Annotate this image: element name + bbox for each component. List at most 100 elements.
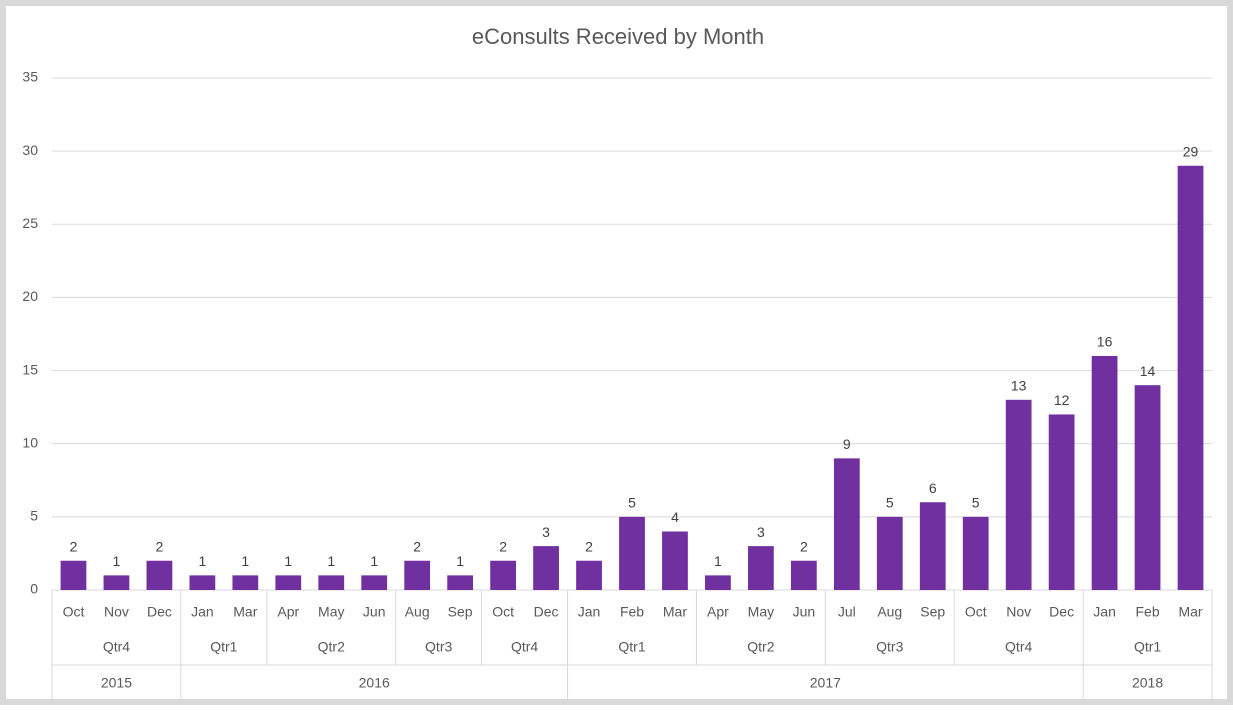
value-label: 5 (886, 495, 894, 511)
x-tick-label: Dec (1049, 604, 1074, 620)
bar (60, 560, 87, 590)
bar (103, 575, 130, 590)
y-tick-label: 10 (22, 434, 38, 450)
value-label: 2 (800, 538, 808, 554)
value-label: 6 (929, 480, 937, 496)
value-label: 9 (843, 436, 851, 452)
bar (275, 575, 302, 590)
bar (576, 560, 602, 590)
value-label: 4 (671, 509, 679, 525)
year-label: 2015 (101, 675, 132, 691)
value-label: 5 (628, 495, 636, 511)
value-label: 1 (714, 553, 722, 569)
x-tick-label: Jan (578, 604, 601, 620)
y-tick-label: 20 (22, 288, 38, 304)
x-tick-label: Jun (793, 604, 816, 620)
x-tick-label: Aug (877, 604, 902, 620)
x-tick-label: Oct (63, 604, 85, 620)
value-label: 2 (70, 538, 78, 554)
value-label: 1 (198, 553, 206, 569)
value-label: 29 (1183, 143, 1199, 159)
x-tick-label: Mar (233, 604, 257, 620)
value-label: 1 (284, 553, 292, 569)
x-tick-label: May (748, 604, 774, 620)
y-tick-label: 25 (22, 215, 38, 231)
x-tick-label: Nov (1006, 604, 1031, 620)
bar (919, 502, 946, 590)
y-tick-label: 5 (30, 508, 38, 524)
value-label: 5 (972, 495, 980, 511)
value-label: 1 (241, 553, 249, 569)
y-tick-label: 35 (22, 69, 38, 85)
x-tick-label: Oct (965, 604, 987, 620)
bar (533, 546, 559, 590)
quarter-label: Qtr3 (425, 639, 452, 655)
x-tick-label: Dec (147, 604, 172, 620)
year-label: 2016 (359, 675, 390, 691)
value-label: 1 (456, 553, 464, 569)
value-label: 2 (156, 538, 164, 554)
quarter-label: Qtr3 (876, 639, 903, 655)
year-label: 2017 (810, 675, 841, 691)
bar (1134, 385, 1161, 590)
bar (447, 575, 474, 590)
value-label: 3 (757, 524, 765, 540)
quarter-label: Qtr4 (511, 639, 538, 655)
x-tick-label: Oct (492, 604, 514, 620)
bar (1005, 399, 1032, 590)
bar (318, 575, 345, 590)
bar (1091, 355, 1118, 590)
value-label: 2 (413, 538, 421, 554)
value-label: 1 (327, 553, 335, 569)
x-tick-label: Jan (1093, 604, 1116, 620)
x-tick-label: Jul (838, 604, 856, 620)
year-label: 2018 (1132, 675, 1163, 691)
x-tick-label: Sep (448, 604, 473, 620)
bar (705, 575, 731, 590)
value-label: 2 (585, 538, 593, 554)
x-tick-label: Apr (707, 604, 729, 620)
bar (404, 560, 431, 590)
bar (1177, 165, 1204, 590)
y-tick-label: 15 (22, 361, 38, 377)
x-tick-label: Dec (534, 604, 559, 620)
bar (833, 458, 860, 590)
quarter-label: Qtr1 (1134, 639, 1161, 655)
quarter-label: Qtr2 (747, 639, 774, 655)
quarter-label: Qtr1 (210, 639, 237, 655)
bar (962, 516, 989, 590)
bar (876, 516, 903, 590)
value-label: 1 (113, 553, 121, 569)
quarter-label: Qtr4 (1005, 639, 1032, 655)
x-tick-label: Mar (663, 604, 687, 620)
y-tick-label: 0 (30, 581, 38, 597)
value-label: 2 (499, 538, 507, 554)
y-tick-label: 30 (22, 142, 38, 158)
bar (748, 546, 774, 590)
chart-title: eConsults Received by Month (472, 24, 764, 49)
bar (619, 516, 645, 590)
value-label: 3 (542, 524, 550, 540)
value-label: 16 (1097, 334, 1113, 350)
value-label: 13 (1011, 378, 1027, 394)
x-tick-label: Aug (405, 604, 430, 620)
x-tick-label: Jun (363, 604, 386, 620)
x-tick-label: Apr (277, 604, 299, 620)
bar (790, 560, 817, 590)
quarter-label: Qtr4 (103, 639, 130, 655)
value-label: 12 (1054, 392, 1070, 408)
value-label: 1 (370, 553, 378, 569)
value-label: 14 (1140, 363, 1156, 379)
bar (361, 575, 388, 590)
x-tick-label: Feb (1135, 604, 1159, 620)
bar (146, 560, 173, 590)
x-tick-label: Jan (191, 604, 214, 620)
bar (1048, 414, 1075, 590)
quarter-label: Qtr1 (618, 639, 645, 655)
x-tick-label: May (318, 604, 344, 620)
x-tick-label: Nov (104, 604, 129, 620)
bar (662, 531, 688, 590)
